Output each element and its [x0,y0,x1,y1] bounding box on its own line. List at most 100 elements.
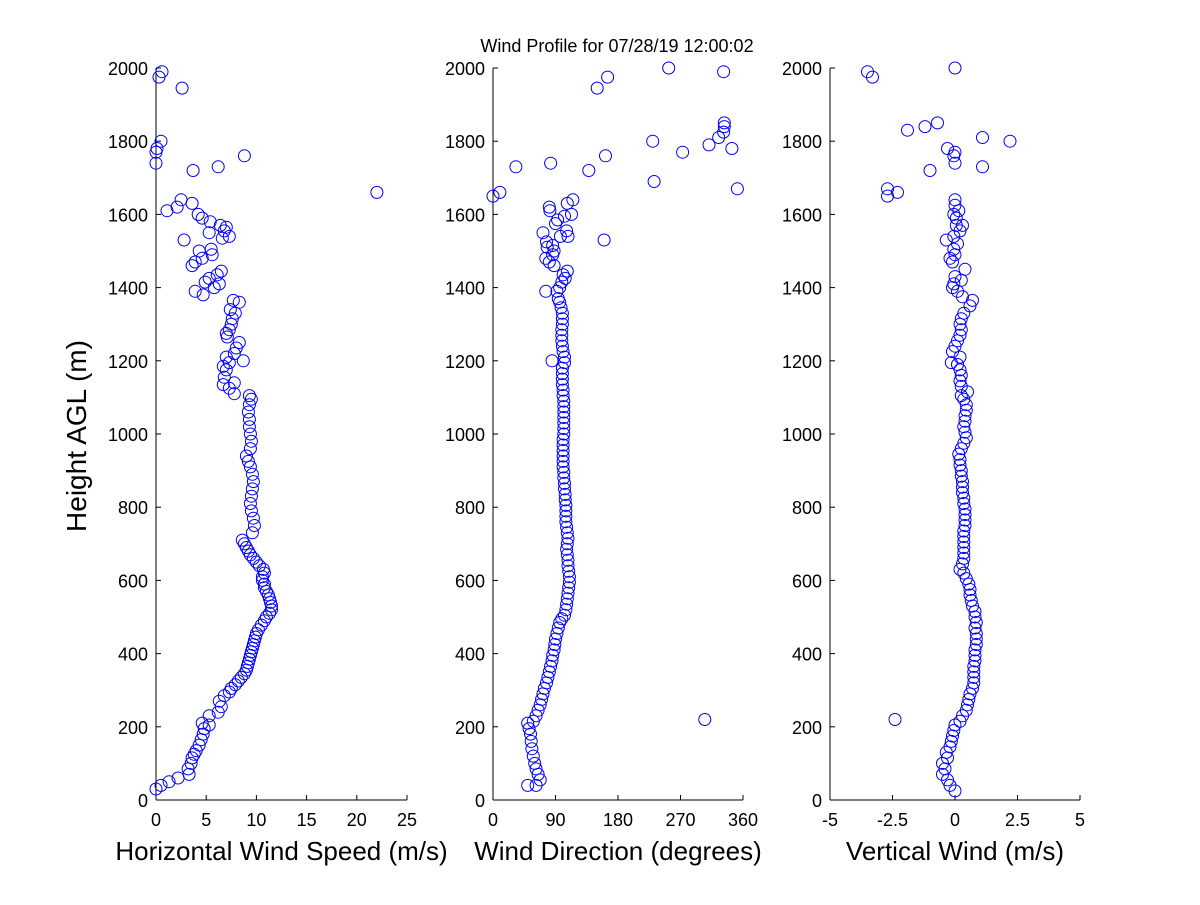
data-point [232,336,246,349]
data-point [968,654,982,668]
data-point [529,762,543,776]
data-point [964,594,978,607]
y-tick-label: 400 [455,645,485,665]
y-tick-label: 800 [118,498,148,518]
data-point [560,592,574,606]
data-point [493,185,507,199]
data-point [545,354,559,368]
data-point [551,292,565,306]
x-axis-label: Horizontal Wind Speed (m/s) [115,836,447,866]
x-tick-label: 0 [950,810,960,830]
data-point [555,275,569,289]
data-point [170,200,184,214]
data-point [560,542,574,556]
data-point [188,284,202,298]
data-point [560,597,574,611]
y-tick-label: 1800 [445,132,485,152]
y-tick-label: 200 [455,718,485,738]
data-point [948,193,962,207]
data-point [522,722,536,736]
data-point [211,160,225,174]
data-point [943,740,957,754]
data-point [948,145,962,159]
data-point [966,293,979,307]
data-point [556,460,570,474]
y-tick-label: 1200 [445,352,485,372]
data-point [557,422,571,435]
data-point [949,211,963,225]
x-tick-label: -2.5 [877,810,908,830]
data-point [861,65,874,79]
data-point [226,293,240,307]
data-point [214,264,228,278]
x-tick-label: 0 [488,810,498,830]
data-point [219,350,233,364]
y-tick-label: 1000 [108,425,148,445]
data-point [866,70,879,84]
data-point [559,509,573,523]
data-point [528,756,542,770]
data-point [948,339,962,353]
data-point [558,271,572,285]
data-point [957,541,971,554]
data-point [556,438,570,452]
data-point [953,374,967,388]
data-point [185,196,199,210]
data-point [548,638,562,651]
data-point [558,608,571,622]
data-point [236,354,250,368]
data-point [545,654,559,668]
x-tick-label: 90 [545,810,565,830]
y-tick-label: 1200 [108,352,148,372]
data-point [177,233,191,247]
data-point [550,284,564,298]
data-point [958,414,972,428]
data-point [155,65,169,79]
data-point [566,193,580,207]
data-point [957,546,971,560]
data-point [162,775,176,789]
x-axis-label: Wind Direction (degrees) [474,836,762,866]
y-tick-label: 1600 [782,205,822,225]
data-point [243,442,257,456]
data-point [599,149,612,163]
data-point [551,213,565,227]
data-point [559,603,573,617]
data-point [555,372,569,386]
data-point [242,398,256,412]
data-point [957,535,971,549]
data-point [555,317,569,331]
data-point [255,573,269,587]
data-point [559,515,573,529]
data-point [555,323,569,337]
data-point [555,367,569,381]
data-point [557,405,571,419]
data-point [560,264,574,278]
data-point [257,614,271,628]
y-tick-label: 1600 [108,205,148,225]
data-point [196,727,210,741]
x-tick-label: 270 [665,810,695,830]
y-tick-label: 800 [455,498,485,518]
data-point [557,427,571,441]
data-point [958,409,972,423]
data-point [947,724,961,737]
data-point [558,482,571,496]
data-point [558,209,571,223]
data-point [227,376,241,390]
data-point [192,244,206,258]
data-point [901,123,914,137]
y-tick-label: 0 [812,791,822,811]
data-point [967,665,981,679]
data-point [962,577,976,591]
data-point [539,284,553,298]
data-point [957,436,971,450]
data-point [547,244,561,258]
data-point [1003,134,1017,148]
data-point [544,156,558,170]
data-point [702,138,716,152]
data-point [557,411,571,424]
data-point [246,511,260,525]
